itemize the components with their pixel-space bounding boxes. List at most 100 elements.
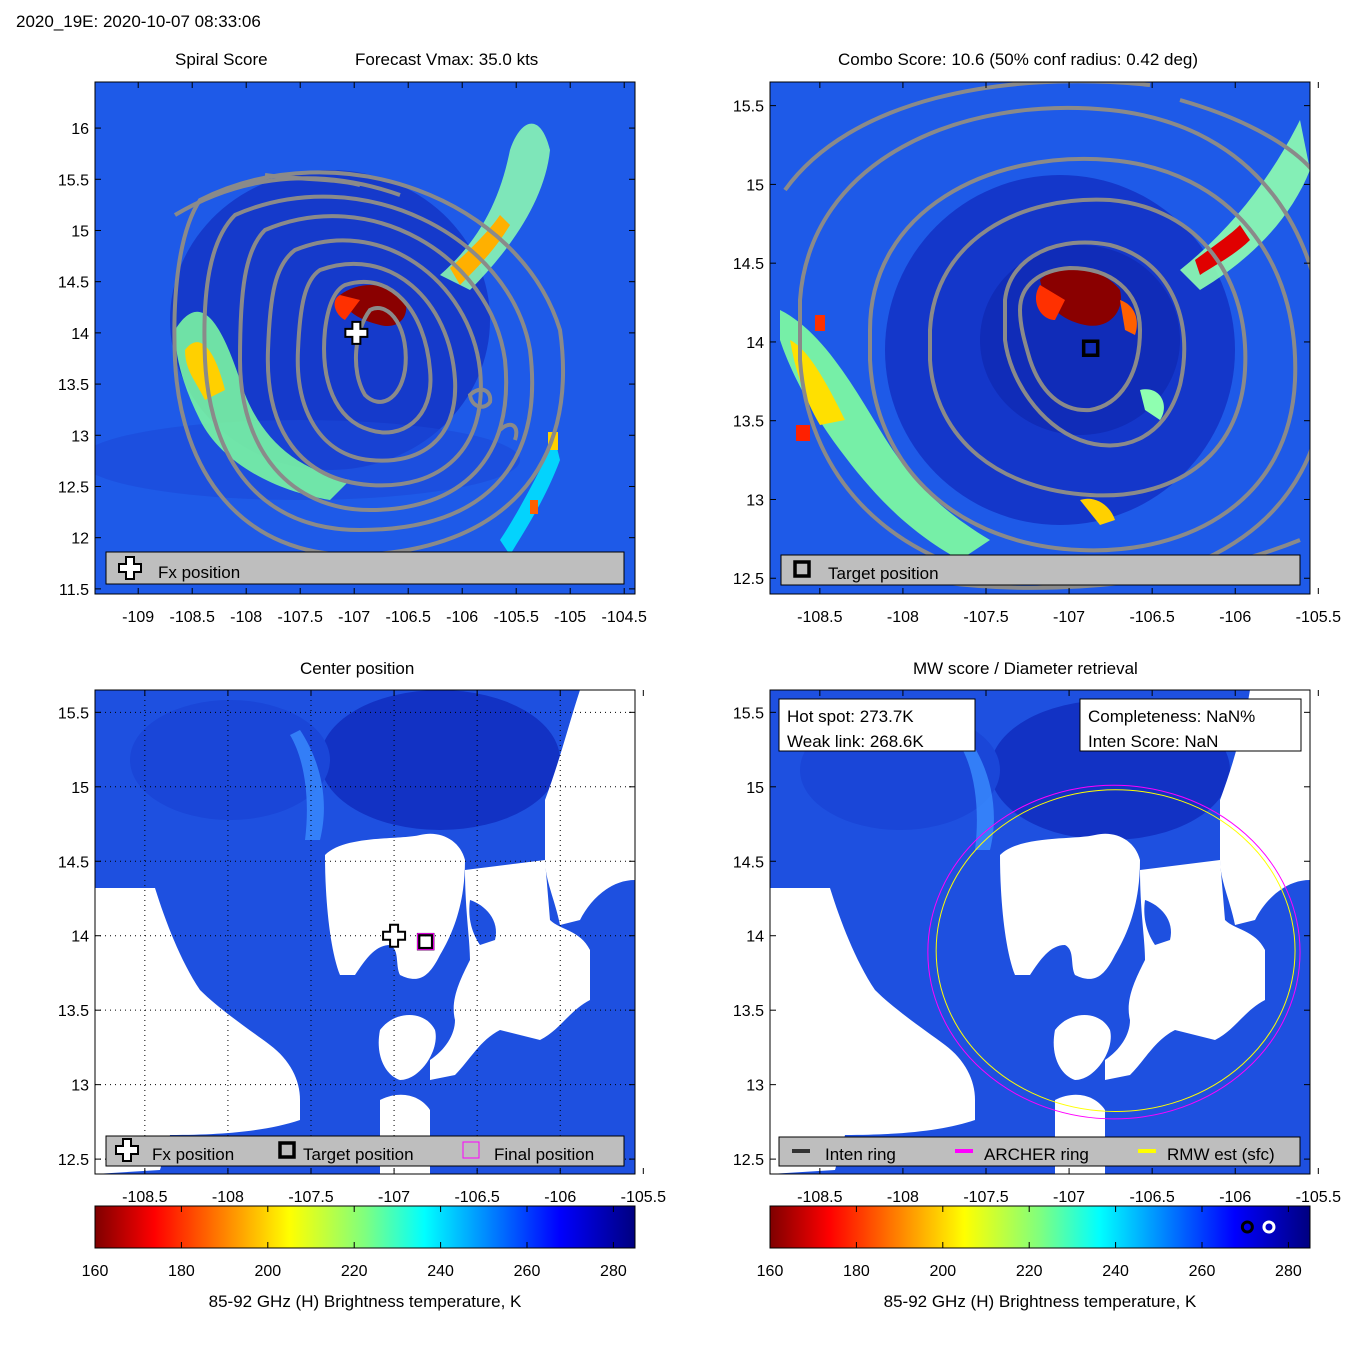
legend-label-final: Final position — [494, 1145, 594, 1164]
hot-spot-text: Hot spot: 273.7K — [787, 707, 914, 726]
y-tick-label: 11.5 — [59, 582, 89, 599]
mw-title: MW score / Diameter retrieval — [913, 659, 1138, 678]
x-tick-label: -108 — [212, 1189, 244, 1206]
legend-target-symbol — [278, 1141, 296, 1159]
center-heatmap — [95, 690, 635, 1174]
combo-legend: Target position — [780, 554, 1301, 586]
y-tick-label: 12.5 — [58, 1152, 89, 1169]
x-tick-label: -105.5 — [1296, 609, 1341, 626]
combo-heatmap — [770, 82, 1310, 594]
y-tick-label: 13 — [746, 1078, 764, 1095]
y-tick-label: 13.5 — [733, 1003, 764, 1020]
colorbar-tick-label: 240 — [1102, 1263, 1129, 1280]
y-tick-label: 15 — [746, 780, 764, 797]
x-tick-label: -105.5 — [1296, 1189, 1341, 1206]
y-tick-label: 14.5 — [58, 854, 89, 871]
mw-rings — [927, 784, 1301, 1120]
colorbar-tick-label: 200 — [254, 1263, 281, 1280]
combo-markers — [1081, 339, 1100, 357]
archer-ring — [927, 784, 1301, 1120]
colorbar-tick-label: 240 — [427, 1263, 454, 1280]
spiral-title: Spiral Score — [175, 50, 268, 69]
x-tick-label: -108.5 — [122, 1189, 167, 1206]
x-tick-label: -108 — [887, 1189, 919, 1206]
center-axis-ticks: -108.5 -108 -107.5 -107 -106.5 -106 -105.5 12.5… — [58, 690, 666, 1206]
x-tick-label: -106 — [446, 609, 478, 626]
fx-position-marker — [344, 320, 369, 345]
y-tick-label: 14.5 — [733, 256, 764, 273]
y-tick-label: 15 — [71, 223, 89, 240]
x-tick-label: -108 — [887, 609, 919, 626]
colorbar-left-label: 85-92 GHz (H) Brightness temperature, K — [209, 1292, 522, 1311]
x-tick-label: -104.5 — [602, 609, 647, 626]
y-tick-label: 14.5 — [733, 854, 764, 871]
colorbar-tick-label: 280 — [1275, 1263, 1302, 1280]
y-tick-label: 12.5 — [58, 479, 89, 496]
center-position-panel: -108.5 -108 -107.5 -107 -106.5 -106 -105.5 12.5… — [58, 659, 666, 1206]
weak-link-text: Weak link: 268.6K — [787, 732, 924, 751]
combo-score-panel: -108.5 -108 -107.5 -107 -106.5 -106 -105.5 12.5… — [733, 50, 1341, 626]
mw-score-panel: -108.5 -108 -107.5 -107 -106.5 -106 -105.5 12.5… — [733, 659, 1341, 1206]
colorbar-tick-label: 260 — [1189, 1263, 1216, 1280]
legend-label-archer: ARCHER ring — [984, 1145, 1089, 1164]
colorbar-tick-label: 260 — [514, 1263, 541, 1280]
colorbar-weak-link-marker — [1240, 1220, 1254, 1234]
x-tick-label: -106 — [1219, 609, 1251, 626]
colorbar-right-label: 85-92 GHz (H) Brightness temperature, K — [884, 1292, 1197, 1311]
colorbar-right-gradient — [769, 1205, 1311, 1249]
x-tick-label: -106.5 — [1129, 1189, 1174, 1206]
completeness-text: Completeness: NaN% — [1088, 707, 1255, 726]
legend-label-fx: Fx position — [152, 1145, 234, 1164]
x-tick-label: -108 — [230, 609, 262, 626]
x-tick-label: -107.5 — [963, 1189, 1008, 1206]
center-legend: Fx position Target position Final positi… — [105, 1135, 625, 1167]
fx-position-marker — [382, 923, 407, 948]
x-tick-label: -105 — [554, 609, 586, 626]
x-tick-label: -107 — [378, 1189, 410, 1206]
figure-title: 2020_19E: 2020-10-07 08:33:06 — [16, 12, 261, 31]
target-position-marker — [1081, 339, 1100, 357]
y-tick-label: 15.5 — [58, 172, 89, 189]
x-tick-label: -106.5 — [454, 1189, 499, 1206]
center-markers — [382, 923, 435, 951]
spiral-heatmap — [95, 82, 635, 594]
legend-target-symbol — [793, 560, 811, 578]
colorbar-tick-label: 220 — [341, 1263, 368, 1280]
y-tick-label: 15.5 — [733, 705, 764, 722]
spiral-contours — [172, 170, 566, 558]
x-tick-label: -106 — [544, 1189, 576, 1206]
legend-label-fx: Fx position — [158, 563, 240, 582]
colorbar-tick-label: 220 — [1016, 1263, 1043, 1280]
colorbar-tick-label: 160 — [82, 1263, 109, 1280]
y-tick-label: 16 — [71, 121, 89, 138]
x-tick-label: -106.5 — [386, 609, 431, 626]
spiral-legend: Fx position — [105, 551, 625, 585]
y-tick-label: 15 — [71, 780, 89, 797]
target-position-marker — [416, 932, 435, 951]
y-tick-label: 13 — [71, 428, 89, 445]
y-tick-label: 13.5 — [733, 414, 764, 431]
legend-label-target: Target position — [828, 564, 939, 583]
x-tick-label: -108.5 — [797, 1189, 842, 1206]
x-tick-label: -108.5 — [797, 609, 842, 626]
rmw-ring — [935, 789, 1296, 1112]
y-tick-label: 12.5 — [733, 571, 764, 588]
x-tick-label: -107 — [1053, 1189, 1085, 1206]
y-tick-label: 13.5 — [58, 377, 89, 394]
spiral-vmax-title: Forecast Vmax: 35.0 kts — [355, 50, 538, 69]
inten-score-text: Inten Score: NaN — [1088, 732, 1218, 751]
legend-label-target: Target position — [303, 1145, 414, 1164]
legend-final-symbol — [462, 1141, 480, 1159]
x-tick-label: -107.5 — [278, 609, 323, 626]
combo-axis-ticks: -108.5 -108 -107.5 -107 -106.5 -106 -105.5 12.5… — [733, 82, 1341, 626]
mw-info-left: Hot spot: 273.7K Weak link: 268.6K — [778, 698, 976, 752]
colorbar-hot-spot-marker — [1262, 1220, 1276, 1234]
colorbar-tick-label: 200 — [929, 1263, 956, 1280]
x-tick-label: -106 — [1219, 1189, 1251, 1206]
colorbar-left: 160 180 200 220 240 260 280 85-92 GHz (H) Brig… — [82, 1205, 636, 1311]
y-tick-label: 13.5 — [58, 1003, 89, 1020]
center-title: Center position — [300, 659, 414, 678]
legend-label-inten: Inten ring — [825, 1145, 896, 1164]
legend-fx-symbol — [115, 1138, 139, 1162]
y-tick-label: 14 — [746, 335, 764, 352]
